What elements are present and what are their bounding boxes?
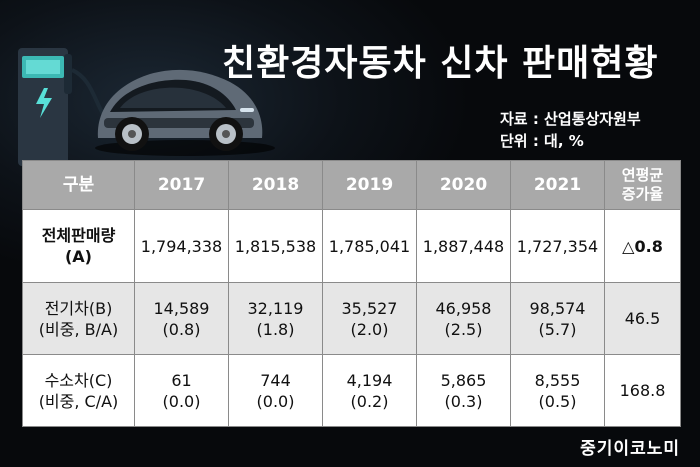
header-cagr-line: 연평균 [621,166,664,184]
cell-share: (0.0) [162,391,201,411]
table-cell: 1,785,041 [322,209,417,283]
header-year: 2017 [134,160,229,210]
table-cell: 46,958 (2.5) [416,282,511,355]
header-year: 2021 [510,160,605,210]
cell-value: 61 [171,370,192,390]
row-label-line: 전기차(B) [44,298,113,318]
row-label-line: 전체판매량 [41,226,116,245]
header-year: 2020 [416,160,511,210]
source-info: 자료 : 산업통상자원부 단위 : 대, % [500,108,641,152]
table-cell: 5,865 (0.3) [416,354,511,427]
cagr-cell: 46.5 [604,282,681,355]
cagr-cell: 168.8 [604,354,681,427]
table-cell: 8,555 (0.5) [510,354,605,427]
ev-charger-icon [18,48,112,166]
table-cell: 1,727,354 [510,209,605,283]
cell-value: 14,589 [153,298,210,318]
cell-value: 1,794,338 [140,236,223,256]
cell-value: 1,727,354 [516,236,599,256]
brand-logo-text: 중기이코노미 [580,439,680,459]
cell-value: 35,527 [341,298,398,318]
cell-share: (0.8) [162,319,201,339]
row-label-line: (비중, C/A) [38,391,119,411]
table-header-row: 구분 2017 2018 2019 2020 2021 연평균 증가율 [22,160,681,210]
header-cagr-line: 증가율 [621,185,664,203]
cell-value: 1,815,538 [234,236,317,256]
cell-value: 46,958 [435,298,492,318]
cell-share: (2.5) [444,319,483,339]
row-label-line: 수소차(C) [44,370,113,390]
table-cell: 98,574 (5.7) [510,282,605,355]
cell-value: 4,194 [346,370,393,390]
row-label: 수소차(C) (비중, C/A) [22,354,135,427]
table-cell: 32,119 (1.8) [228,282,323,355]
cell-value: 8,555 [534,370,581,390]
table-cell: 1,887,448 [416,209,511,283]
table-cell: 744 (0.0) [228,354,323,427]
unit-text: 단위 : 대, % [500,132,584,150]
source-text: 자료 : 산업통상자원부 [500,110,641,128]
header-category: 구분 [22,160,135,210]
cell-share: (5.7) [538,319,577,339]
electric-car-icon [95,69,275,156]
row-label-line: (A) [64,247,92,266]
cell-share: (1.8) [256,319,295,339]
sales-table: 구분 2017 2018 2019 2020 2021 연평균 증가율 전체판매… [22,160,681,427]
table-row: 수소차(C) (비중, C/A) 61 (0.0) 744 (0.0) 4,194(… [22,354,681,427]
cell-share: (0.2) [350,391,389,411]
cell-share: (0.3) [444,391,483,411]
cell-value: 98,574 [529,298,586,318]
cell-share: (2.0) [350,319,389,339]
cell-share: (0.0) [256,391,295,411]
header-year: 2019 [322,160,417,210]
table-cell: 1,794,338 [134,209,229,283]
table-cell: 4,194 (0.2) [322,354,417,427]
row-label-line: (비중, B/A) [38,319,119,339]
cell-value: 1,887,448 [422,236,505,256]
cell-value: 744 [260,370,291,390]
row-label: 전체판매량 (A) [22,209,135,283]
cell-share: (0.5) [538,391,577,411]
table-cell: 35,527 (2.0) [322,282,417,355]
row-label: 전기차(B) (비중, B/A) [22,282,135,355]
table-cell: 61 (0.0) [134,354,229,427]
cell-value: 32,119 [247,298,304,318]
header-cagr: 연평균 증가율 [604,160,681,210]
table-row: 전기차(B) (비중, B/A) 14,589 (0.8) 32,119 (1.8)… [22,282,681,355]
ev-scene-illustration [18,48,275,166]
page-title: 친환경자동차 신차 판매현황 [222,43,659,84]
table-row: 전체판매량 (A) 1,794,338 1,815,538 1,785,041 … [22,209,681,283]
cell-value: 5,865 [440,370,487,390]
cagr-cell: △0.8 [604,209,681,283]
table-cell: 14,589 (0.8) [134,282,229,355]
table-cell: 1,815,538 [228,209,323,283]
cell-value: 1,785,041 [328,236,411,256]
header-year: 2018 [228,160,323,210]
